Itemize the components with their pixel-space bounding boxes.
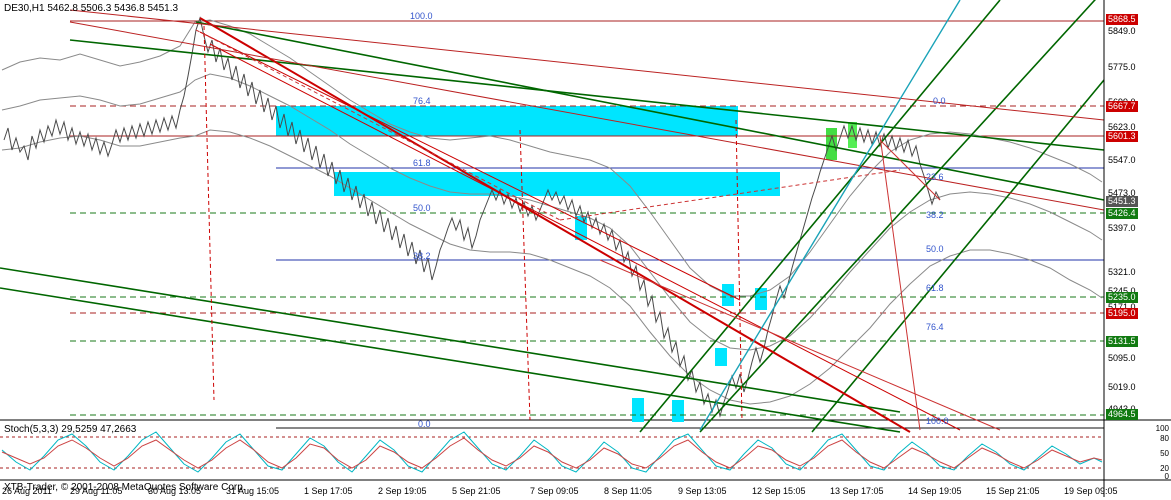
time-label-4: 1 Sep 17:05: [304, 486, 353, 496]
fib-label-left-38: 38.2: [413, 251, 431, 261]
price-scale-label-5: 5473.0: [1108, 188, 1136, 198]
price-tag-5426: 5426.4: [1106, 208, 1138, 219]
price-tag-4964: 4964.5: [1106, 409, 1138, 420]
fib-label-left-100: 100.0: [410, 11, 433, 21]
fib-label-right-38: 38.2: [926, 210, 944, 220]
price-tag-5667: 5667.7: [1106, 101, 1138, 112]
stoch-scale-80: 80: [1160, 434, 1169, 443]
time-label-1: 29 Aug 11:05: [70, 486, 123, 496]
price-scale-label-4: 5547.0: [1108, 155, 1136, 165]
fib-label-left-61: 61.8: [413, 158, 431, 168]
fib-label-right-61: 61.8: [926, 283, 944, 293]
price-scale-label-10: 5095.0: [1108, 353, 1136, 363]
time-label-12: 14 Sep 19:05: [908, 486, 962, 496]
price-scale-label-8: 5245.0: [1108, 286, 1136, 296]
time-label-2: 30 Aug 13:05: [148, 486, 202, 496]
price-tag-5195: 5195.0: [1106, 308, 1138, 319]
copyright-notice: XTB-Trader, © 2001-2008 MetaQuotes Softw…: [4, 482, 246, 493]
price-tag-5235: 5235.0: [1106, 292, 1138, 303]
time-label-14: 19 Sep 09:05: [1064, 486, 1118, 496]
time-label-10: 12 Sep 15:05: [752, 486, 806, 496]
price-scale-label-9: 5171.0: [1108, 302, 1136, 312]
price-scale-label-6: 5397.0: [1108, 223, 1136, 233]
time-label-0: 26 Aug 2011: [2, 486, 52, 496]
fib-label-left-76: 76.4: [413, 96, 431, 106]
fib-label-right-23: 23.6: [926, 172, 944, 182]
price-scale-label-7: 5321.0: [1108, 267, 1136, 277]
fib-label-left-0: 0.0: [418, 419, 431, 429]
fib-label-right-0: 0.0: [933, 96, 946, 106]
stoch-scale-0: 0: [1164, 472, 1169, 481]
price-tag-5601: 5601.3: [1106, 131, 1138, 142]
fib-label-right-50: 50.0: [926, 244, 944, 254]
fib-label-right-76: 76.4: [926, 322, 944, 332]
price-scale-label-11: 5019.0: [1108, 382, 1136, 392]
time-label-8: 8 Sep 11:05: [604, 486, 652, 496]
indicator-title: Stoch(5,3,3) 29,5259 47,2663: [4, 424, 137, 435]
time-label-6: 5 Sep 21:05: [452, 486, 501, 496]
price-scale-label-1: 5775.0: [1108, 62, 1136, 72]
price-scale-label-0: 5849.0: [1108, 26, 1136, 36]
price-tag-5868: 5868.5: [1106, 14, 1138, 25]
symbol-title: DE30,H1 5462.8 5506.3 5436.8 5451.3: [4, 3, 179, 14]
time-label-13: 15 Sep 21:05: [986, 486, 1040, 496]
stoch-scale-50: 50: [1160, 449, 1169, 458]
fib-label-right-100: 100.0: [926, 416, 949, 426]
time-label-9: 9 Sep 13:05: [678, 486, 727, 496]
price-tag-5451: 5451.3: [1106, 196, 1138, 207]
stoch-scale-100: 100: [1155, 424, 1169, 433]
time-label-11: 13 Sep 17:05: [830, 486, 884, 496]
time-label-5: 2 Sep 19:05: [378, 486, 427, 496]
time-label-7: 7 Sep 09:05: [530, 486, 579, 496]
price-tag-5131: 5131.5: [1106, 336, 1138, 347]
stoch-scale-20: 20: [1160, 464, 1169, 473]
time-label-3: 31 Aug 15:05: [226, 486, 280, 496]
fib-label-left-50: 50.0: [413, 203, 431, 213]
price-scale-label-3: 5623.0: [1108, 122, 1136, 132]
